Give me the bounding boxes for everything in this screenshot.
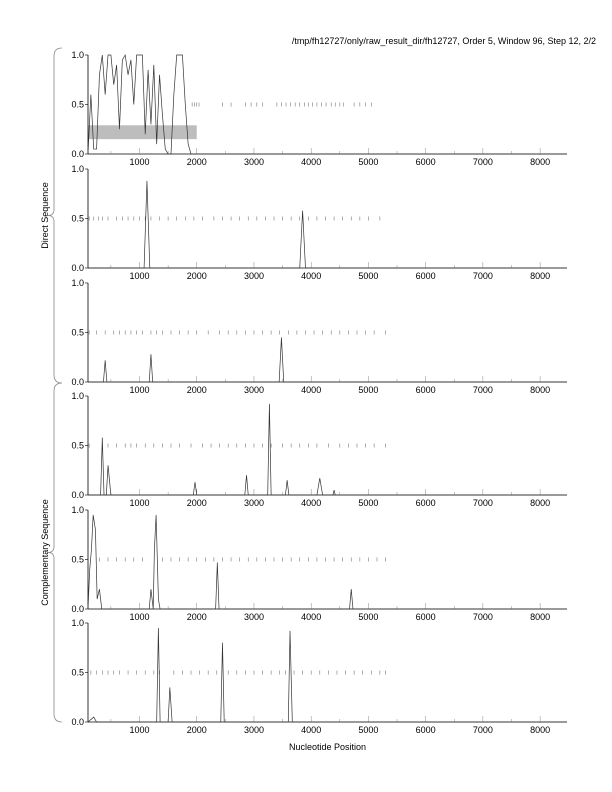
y-tick-label: 0.5 <box>71 214 84 224</box>
x-tick-label: 6000 <box>416 157 436 167</box>
x-axis-label: Nucleotide Position <box>289 742 366 752</box>
x-tick-label: 6000 <box>416 498 436 508</box>
x-tick-label: 7000 <box>473 271 493 281</box>
group-brace <box>47 47 63 384</box>
y-tick-label: 0.5 <box>71 328 84 338</box>
x-tick-label: 3000 <box>244 157 264 167</box>
x-tick-label: 5000 <box>358 498 378 508</box>
x-tick-label: 8000 <box>530 612 550 622</box>
x-tick-label: 1000 <box>129 612 149 622</box>
x-tick-label: 3000 <box>244 271 264 281</box>
x-tick-label: 7000 <box>473 385 493 395</box>
x-tick-label: 2000 <box>187 385 207 395</box>
panel-4: 0.0 0.5 1.0 1000 2000 3000 4000 5000 6000 7000 800… <box>71 391 567 508</box>
y-tick-label: 0.0 <box>71 263 84 273</box>
x-tick-label: 4000 <box>301 271 321 281</box>
x-tick-label: 3000 <box>244 725 264 735</box>
coding-potential-line <box>88 403 567 496</box>
y-tick-label: 0.0 <box>71 149 84 159</box>
x-tick-label: 7000 <box>473 612 493 622</box>
x-tick-label: 2000 <box>187 157 207 167</box>
coding-potential-line <box>87 514 567 610</box>
x-tick-label: 5000 <box>358 157 378 167</box>
highlight-region <box>88 125 197 140</box>
coding-potential-line <box>87 53 567 155</box>
y-tick-label: 0.0 <box>71 717 84 727</box>
x-tick-label: 2000 <box>187 725 207 735</box>
y-tick-label: 0.5 <box>71 441 84 451</box>
y-tick-label: 0.0 <box>71 490 84 500</box>
x-tick-label: 5000 <box>358 612 378 622</box>
y-tick-label: 0.5 <box>71 100 84 110</box>
x-tick-label: 4000 <box>301 498 321 508</box>
x-tick-label: 1000 <box>129 271 149 281</box>
plot-title: /tmp/fh12727/only/raw_result_dir/fh12727… <box>291 36 596 46</box>
x-tick-label: 1000 <box>129 385 149 395</box>
x-tick-label: 8000 <box>530 385 550 395</box>
x-tick-label: 8000 <box>530 498 550 508</box>
x-tick-label: 8000 <box>530 157 550 167</box>
x-tick-label: 4000 <box>301 612 321 622</box>
x-tick-label: 6000 <box>416 612 436 622</box>
x-tick-label: 2000 <box>187 498 207 508</box>
x-tick-label: 3000 <box>244 498 264 508</box>
group-brace <box>47 382 63 723</box>
group-label: Direct Sequence <box>40 182 50 249</box>
y-tick-label: 1.0 <box>71 391 84 401</box>
x-tick-label: 4000 <box>301 157 321 167</box>
x-tick-label: 6000 <box>416 725 436 735</box>
y-tick-label: 1.0 <box>71 618 84 628</box>
group-label: Complementary Sequence <box>40 499 50 606</box>
x-tick-label: 2000 <box>187 271 207 281</box>
coding-potential-line <box>88 337 567 383</box>
x-tick-label: 7000 <box>473 157 493 167</box>
y-tick-label: 1.0 <box>71 278 84 288</box>
x-tick-label: 2000 <box>187 612 207 622</box>
y-tick-label: 1.0 <box>71 164 84 174</box>
x-tick-label: 6000 <box>416 271 436 281</box>
y-tick-label: 0.5 <box>71 668 84 678</box>
x-tick-label: 7000 <box>473 725 493 735</box>
x-tick-label: 8000 <box>530 271 550 281</box>
x-tick-label: 3000 <box>244 385 264 395</box>
x-tick-label: 5000 <box>358 725 378 735</box>
panel-5: 0.0 0.5 1.0 1000 2000 3000 4000 5000 6000 7000 800… <box>71 505 567 622</box>
y-tick-label: 1.0 <box>71 505 84 515</box>
y-tick-label: 0.0 <box>71 377 84 387</box>
panel-2: 0.0 0.5 1.0 1000 2000 3000 4000 5000 6000 7000 800… <box>71 164 567 281</box>
x-tick-label: 7000 <box>473 498 493 508</box>
x-tick-label: 4000 <box>301 385 321 395</box>
panel-1: 0.0 0.5 1.0 1000 2000 3000 4000 5000 6000 7000 800… <box>71 50 567 167</box>
coding-potential-line <box>87 627 567 723</box>
x-tick-label: 6000 <box>416 385 436 395</box>
x-tick-label: 8000 <box>530 725 550 735</box>
x-tick-label: 3000 <box>244 612 264 622</box>
x-tick-label: 1000 <box>129 157 149 167</box>
x-tick-label: 1000 <box>129 498 149 508</box>
panel-6: 0.0 0.5 1.0 1000 2000 3000 4000 5000 6000 7000 800… <box>71 618 567 735</box>
x-tick-label: 4000 <box>301 725 321 735</box>
y-tick-label: 0.5 <box>71 555 84 565</box>
x-tick-label: 5000 <box>358 271 378 281</box>
x-tick-label: 1000 <box>129 725 149 735</box>
coding-potential-line <box>88 180 567 269</box>
y-tick-label: 1.0 <box>71 50 84 60</box>
x-tick-label: 5000 <box>358 385 378 395</box>
panel-3: 0.0 0.5 1.0 1000 2000 3000 4000 5000 6000 7000 800… <box>71 278 567 395</box>
y-tick-label: 0.0 <box>71 604 84 614</box>
